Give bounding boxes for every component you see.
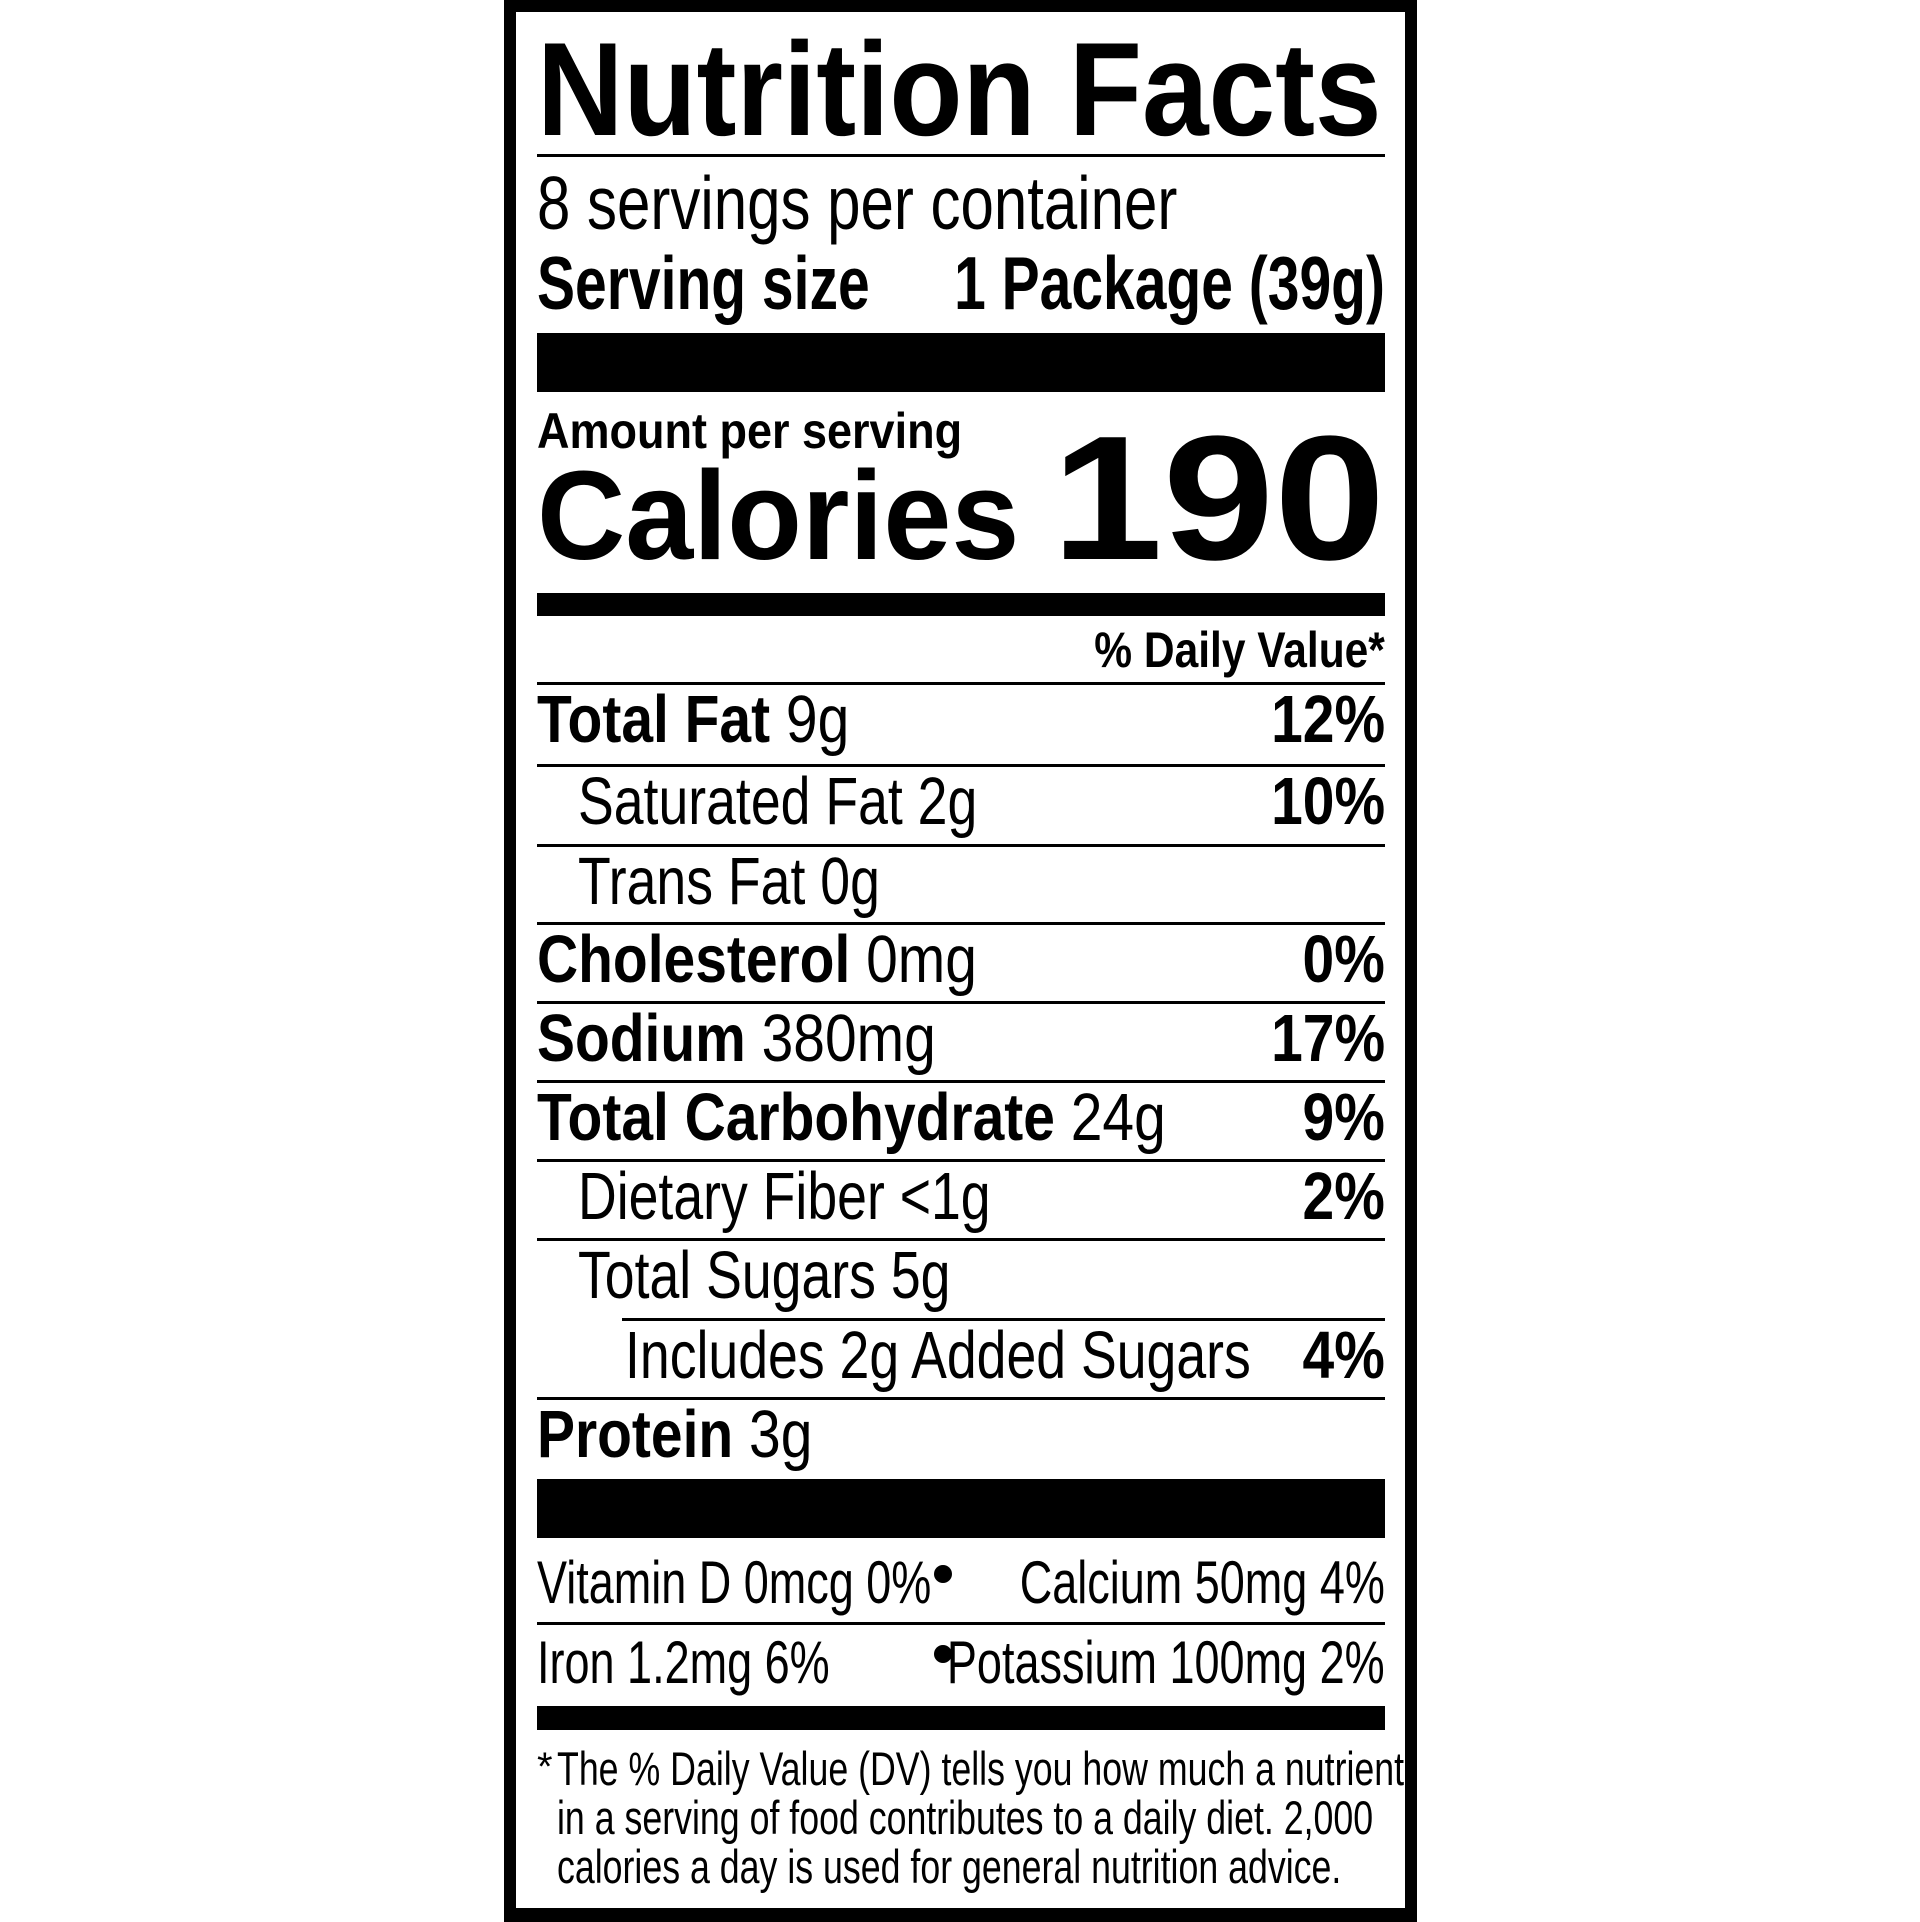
nutrient-label: Cholesterol 0mg: [537, 922, 977, 997]
calories-label: Calories: [537, 445, 1020, 586]
row-divider: [537, 1397, 1385, 1400]
nutrient-row-added-sugars: Includes 2g Added Sugars 4%: [537, 1319, 1385, 1397]
nutrient-label: Total Carbohydrate 24g: [537, 1080, 1166, 1155]
micronutrient-calcium: Calcium 50mg 4%: [1019, 1549, 1385, 1616]
nutrient-row-saturated-fat: Saturated Fat 2g 10%: [537, 765, 1385, 843]
row-divider: [537, 1001, 1385, 1004]
footnote-line: calories a day is used for general nutri…: [557, 1840, 1342, 1893]
nutrient-row-sodium: Sodium 380mg 17%: [537, 1002, 1385, 1080]
nutrient-label: Total Sugars 5g: [578, 1238, 951, 1313]
bullet-icon: [934, 1645, 952, 1663]
nutrient-dv: 4%: [1302, 1318, 1385, 1393]
nutrient-row-trans-fat: Trans Fat 0g: [537, 845, 1385, 923]
nutrient-label: Protein 3g: [537, 1397, 813, 1472]
serving-size-value: 1 Package (39g): [954, 241, 1385, 325]
nutrient-dv: 9%: [1302, 1080, 1385, 1155]
row-divider-indented: [622, 1318, 1385, 1321]
micronutrient-potassium: Potassium 100mg 2%: [947, 1629, 1385, 1696]
nutrient-label: Includes 2g Added Sugars: [625, 1318, 1251, 1393]
row-divider: [537, 844, 1385, 847]
nutrient-label: Trans Fat 0g: [578, 844, 880, 919]
nutrient-row-total-sugars: Total Sugars 5g: [537, 1239, 1385, 1317]
medium-divider: [537, 593, 1385, 616]
row-divider: [537, 1080, 1385, 1083]
footnote-asterisk: *: [537, 1745, 553, 1789]
title-divider: [537, 154, 1385, 157]
row-divider: [537, 764, 1385, 767]
nutrient-dv: 10%: [1271, 764, 1385, 839]
nutrient-dv: 2%: [1302, 1159, 1385, 1234]
footnote-line: in a serving of food contributes to a da…: [557, 1791, 1374, 1844]
row-divider: [537, 682, 1385, 685]
nutrient-label: Sodium 380mg: [537, 1001, 936, 1076]
thick-divider: [537, 333, 1385, 392]
row-divider: [537, 1159, 1385, 1162]
nutrient-label: Total Fat 9g: [537, 682, 850, 757]
row-divider: [537, 922, 1385, 925]
nutrient-row-cholesterol: Cholesterol 0mg 0%: [537, 923, 1385, 1001]
label-title: Nutrition Facts: [537, 16, 1382, 164]
nutrient-label: Saturated Fat 2g: [578, 764, 978, 839]
nutrition-label-border: [504, 0, 1417, 1922]
medium-divider: [537, 1706, 1385, 1730]
micronutrient-iron: Iron 1.2mg 6%: [537, 1629, 830, 1696]
micronutrient-vitamin-d: Vitamin D 0mcg 0%: [537, 1549, 932, 1616]
nutrient-label: Dietary Fiber <1g: [578, 1159, 991, 1234]
row-divider: [537, 1238, 1385, 1241]
serving-size-label: Serving size: [537, 241, 870, 325]
calories-value: 190: [1051, 399, 1385, 597]
nutrient-dv: 0%: [1302, 922, 1385, 997]
nutrient-row-protein: Protein 3g: [537, 1398, 1385, 1476]
footnote-line: The % Daily Value (DV) tells you how muc…: [557, 1742, 1405, 1795]
nutrient-row-dietary-fiber: Dietary Fiber <1g 2%: [537, 1160, 1385, 1238]
thick-divider: [537, 1479, 1385, 1538]
nutrient-dv: 12%: [1271, 682, 1385, 757]
nutrient-dv: 17%: [1271, 1001, 1385, 1076]
amount-per-serving: Amount per serving: [537, 403, 963, 459]
daily-value-header: % Daily Value*: [1094, 622, 1385, 678]
row-divider: [537, 1622, 1385, 1625]
nutrient-row-total-carbohydrate: Total Carbohydrate 24g 9%: [537, 1081, 1385, 1159]
servings-per-container: 8 servings per container: [537, 161, 1178, 245]
bullet-icon: [934, 1565, 952, 1583]
nutrient-row-total-fat: Total Fat 9g 12%: [537, 683, 1385, 761]
